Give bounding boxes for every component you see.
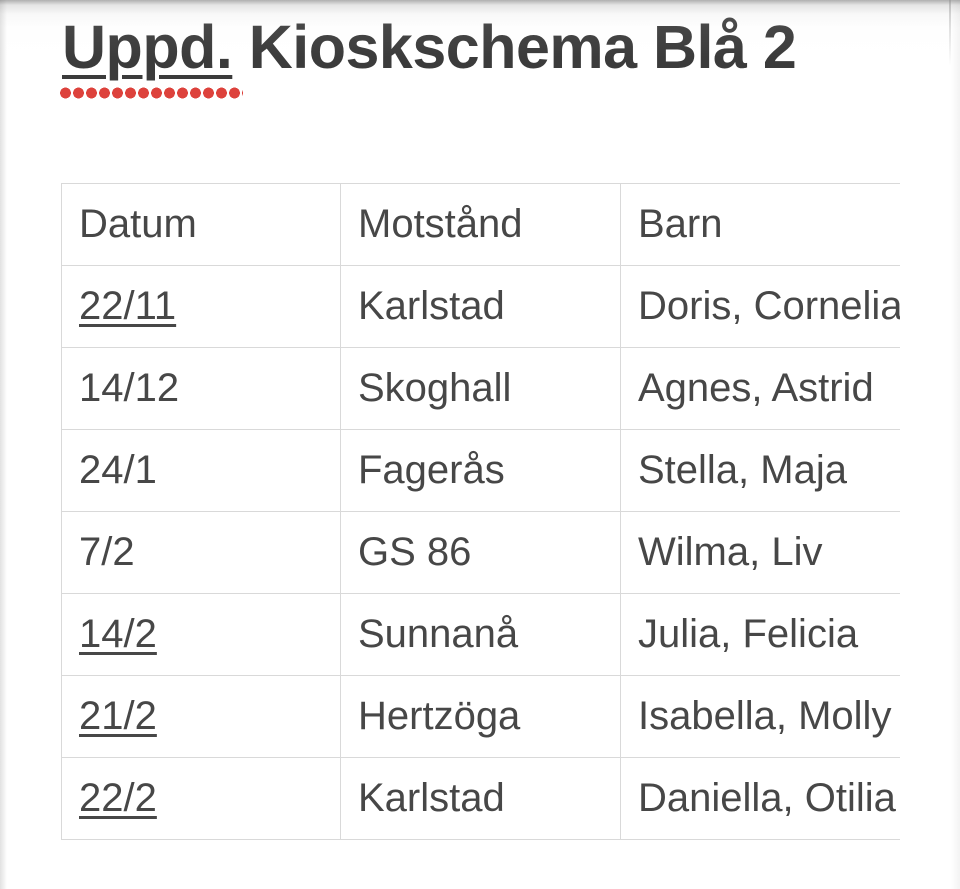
table-row: 24/1 Fagerås Stella, Maja [61,429,900,512]
cell-motstand: Hertzöga [340,675,621,758]
cell-motstand: Skoghall [340,347,621,430]
cell-datum: 24/1 [61,429,341,512]
table-row: 22/11 Karlstad Doris, Cornelia [61,265,900,348]
table-row: 7/2 GS 86 Wilma, Liv [61,511,900,594]
cell-motstand: Karlstad [340,757,621,840]
date-value: 21/2 [79,694,157,738]
cell-motstand: GS 86 [340,511,621,594]
cell-datum: 22/11 [61,265,341,348]
date-value: 14/12 [79,366,180,410]
schedule-table-container: Datum Motstånd Barn 22/11 Karlstad Doris… [61,183,900,842]
cell-datum: 14/12 [61,347,341,430]
cell-datum: 7/2 [61,511,341,594]
table-row: 14/2 Sunnanå Julia, Felicia [61,593,900,676]
table-row: 22/2 Karlstad Daniella, Otilia [61,757,900,840]
page-title: Uppd. Kioskschema Blå 2 [62,13,797,81]
cell-motstand: Karlstad [340,265,621,348]
photo-edge-line [949,0,951,66]
table-row: 14/12 Skoghall Agnes, Astrid [61,347,900,430]
cell-motstand: Fagerås [340,429,621,512]
col-header-barn: Barn [620,183,900,266]
cell-barn: Wilma, Liv [620,511,900,594]
table-header-row: Datum Motstånd Barn [61,183,900,266]
date-value: 7/2 [79,530,135,574]
schedule-table: Datum Motstånd Barn 22/11 Karlstad Doris… [61,183,900,840]
title-misspelled-word: Uppd. [62,13,233,81]
cell-datum: 21/2 [61,675,341,758]
date-value: 22/11 [79,284,177,328]
cell-barn: Isabella, Molly [620,675,900,758]
cell-barn: Agnes, Astrid [620,347,900,430]
cell-datum: 14/2 [61,593,341,676]
cell-barn: Doris, Cornelia [620,265,900,348]
date-value: 22/2 [79,776,157,820]
cell-barn: Daniella, Otilia [620,757,900,840]
title-rest: Kioskschema Blå 2 [232,13,797,81]
table-row: 21/2 Hertzöga Isabella, Molly [61,675,900,758]
date-value: 24/1 [79,448,157,492]
cell-motstand: Sunnanå [340,593,621,676]
col-header-datum: Datum [61,183,341,266]
date-value: 14/2 [79,612,157,656]
cell-barn: Stella, Maja [620,429,900,512]
col-header-motstand: Motstånd [340,183,621,266]
cell-barn: Julia, Felicia [620,593,900,676]
cell-datum: 22/2 [61,757,341,840]
